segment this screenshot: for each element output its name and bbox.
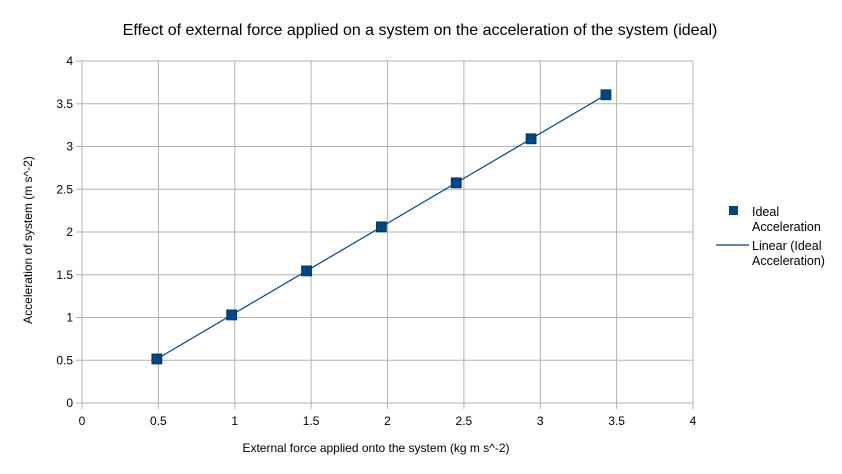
legend-series-label-line2: Acceleration — [752, 220, 821, 234]
x-tick-label: 0.5 — [150, 414, 167, 428]
legend-series-label-line1: Ideal — [752, 205, 779, 219]
x-tick-label: 2.5 — [456, 414, 473, 428]
x-tick-label: 1 — [231, 414, 238, 428]
y-tick-label: 3 — [66, 140, 73, 154]
data-point — [151, 353, 163, 365]
x-tick-labels: 0 0.5 1 1.5 2 2.5 3 3.5 4 — [79, 414, 697, 428]
legend: Ideal Acceleration Linear (Ideal Acceler… — [716, 205, 825, 268]
legend-marker-square — [729, 206, 738, 215]
y-tick-label: 1 — [66, 311, 73, 325]
legend-trend-label-line2: Acceleration) — [752, 254, 825, 268]
chart-title: Effect of external force applied on a sy… — [123, 22, 718, 39]
y-tick-label: 1.5 — [56, 268, 73, 282]
data-point — [301, 265, 312, 277]
data-point — [525, 133, 537, 145]
data-point — [375, 221, 387, 233]
grid — [76, 60, 694, 409]
y-tick-label: 2 — [66, 225, 73, 239]
y-tick-labels: 0 0.5 1 1.5 2 2.5 3 3.5 4 — [56, 54, 73, 410]
data-point — [226, 309, 238, 321]
x-axis-label: External force applied onto the system (… — [242, 441, 509, 455]
y-tick-label: 2.5 — [56, 182, 73, 196]
x-tick-label: 4 — [690, 414, 697, 428]
x-tick-label: 2 — [384, 414, 391, 428]
y-tick-label: 0 — [66, 396, 73, 410]
y-tick-label: 0.5 — [56, 353, 73, 367]
x-tick-label: 1.5 — [303, 414, 320, 428]
x-tick-label: 3.5 — [608, 414, 625, 428]
data-point — [450, 177, 462, 189]
data-point — [600, 89, 612, 101]
y-axis-label: Acceleration of system (m s^-2) — [21, 156, 35, 324]
legend-trend-label-line1: Linear (Ideal — [752, 239, 822, 253]
data-points — [151, 89, 612, 365]
y-tick-label: 3.5 — [56, 97, 73, 111]
x-tick-label: 0 — [79, 414, 86, 428]
y-tick-label: 4 — [66, 54, 73, 68]
x-tick-label: 3 — [537, 414, 544, 428]
